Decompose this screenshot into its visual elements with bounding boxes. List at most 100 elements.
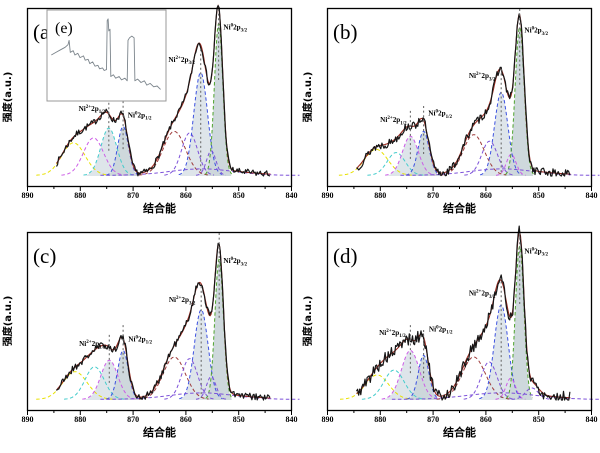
y-axis-label: 强度(a.u.) bbox=[301, 296, 314, 347]
peak-fill bbox=[107, 351, 139, 400]
peak-annotation: Ni02p1/2 bbox=[128, 111, 152, 121]
peak-fill bbox=[506, 27, 534, 177]
peak-annotation: Ni2+2p3/2 bbox=[469, 290, 496, 300]
envelope-series bbox=[356, 230, 571, 399]
x-axis-label: 结合能 bbox=[442, 201, 476, 215]
panel-c: 890 880 870 860 850 840 结合能 强度(a.u.) (c) Ni2+2p1/… bbox=[0, 224, 300, 448]
xps-plot-a: 890 880 870 860 850 840结合能强度(a.u.)(a)Ni2+2p1/… bbox=[1, 4, 300, 215]
x-tick-label: 850 bbox=[233, 415, 245, 424]
component-peak bbox=[361, 369, 426, 400]
x-tick-label: 860 bbox=[180, 191, 192, 200]
x-axis-label: 结合能 bbox=[442, 425, 476, 439]
component-peak bbox=[83, 127, 134, 176]
component-peak bbox=[205, 258, 233, 399]
raw-data-series bbox=[56, 242, 271, 401]
x-tick-label: 880 bbox=[374, 415, 386, 424]
component-peak bbox=[179, 309, 223, 400]
peak-annotation: Ni02p3/2 bbox=[524, 27, 548, 37]
envelope-series bbox=[56, 242, 271, 399]
x-tick-label: 850 bbox=[533, 191, 545, 200]
panel-letter: (d) bbox=[333, 244, 358, 268]
peak-annotation: Ni02p1/2 bbox=[428, 110, 452, 120]
component-peak bbox=[436, 356, 510, 400]
peak-annotation: Ni02p1/2 bbox=[429, 326, 453, 336]
component-peak bbox=[511, 387, 552, 400]
peak-fill bbox=[206, 259, 232, 400]
component-peak bbox=[100, 392, 300, 400]
x-tick-label: 840 bbox=[286, 415, 298, 424]
peak-fill bbox=[107, 127, 139, 176]
component-peak bbox=[391, 392, 600, 400]
plot-frame bbox=[26, 231, 293, 412]
component-peak bbox=[138, 130, 209, 176]
y-axis-label: 强度(a.u.) bbox=[301, 72, 314, 123]
component-peak bbox=[505, 245, 534, 399]
y-axis-label: 强度(a.u.) bbox=[1, 72, 14, 123]
peak-annotation: Ni02p1/2 bbox=[128, 335, 152, 345]
x-tick-label: 840 bbox=[586, 191, 598, 200]
x-axis-label: 结合能 bbox=[142, 201, 176, 215]
plot-frame bbox=[326, 231, 593, 412]
x-tick-label: 890 bbox=[322, 415, 334, 424]
component-peak bbox=[496, 153, 526, 176]
component-peak bbox=[106, 125, 140, 176]
component-peak bbox=[138, 356, 209, 400]
x-tick-label: 840 bbox=[286, 191, 298, 200]
peak-annotation: Ni2+2p1/2 bbox=[380, 116, 407, 126]
component-peak bbox=[439, 134, 507, 176]
component-peak bbox=[463, 361, 514, 400]
x-tick-label: 880 bbox=[374, 191, 386, 200]
x-tick-label: 840 bbox=[586, 415, 598, 424]
x-tick-label: 850 bbox=[533, 415, 545, 424]
component-peak bbox=[178, 72, 223, 176]
xps-plot-d: 890 880 870 860 850 840 结合能 强度(a.u.) (d) Ni2+2p1/… bbox=[301, 225, 600, 439]
xps-plot-c: 890 880 870 860 850 840 结合能 强度(a.u.) (c) Ni2+2p1/… bbox=[1, 231, 300, 439]
inset-survey-series bbox=[51, 18, 161, 90]
component-peak bbox=[82, 359, 136, 400]
x-tick-label: 860 bbox=[480, 415, 492, 424]
component-peak bbox=[464, 140, 515, 176]
x-tick-label: 860 bbox=[180, 415, 192, 424]
x-tick-label: 890 bbox=[22, 415, 34, 424]
component-peak bbox=[61, 137, 125, 176]
x-axis-label: 结合能 bbox=[142, 425, 176, 439]
panel-letter: (b) bbox=[333, 20, 358, 44]
peak-fill bbox=[507, 246, 533, 400]
component-peak bbox=[339, 374, 414, 400]
peak-annotation: Ni02p3/2 bbox=[223, 23, 247, 33]
component-peak bbox=[385, 135, 435, 176]
peak-annotation: Ni02p3/2 bbox=[223, 257, 247, 267]
x-tick-label: 870 bbox=[427, 415, 439, 424]
x-tick-label: 880 bbox=[74, 191, 86, 200]
panel-a: 890 880 870 860 850 840 结合能 强度(a.u.) (a) Ni2+2p1/… bbox=[0, 0, 300, 224]
component-peak bbox=[100, 168, 300, 176]
peak-annotation: Ni2+2p3/2 bbox=[469, 72, 496, 82]
envelope-series bbox=[56, 4, 271, 175]
x-tick-label: 870 bbox=[127, 415, 139, 424]
xps-plot-b: 890 880 870 860 850 840 结合能 强度(a.u.) (b) Ni2+2p1/… bbox=[301, 7, 600, 215]
x-tick-label: 850 bbox=[233, 191, 245, 200]
peak-annotation: Ni2+2p1/2 bbox=[79, 105, 106, 115]
peak-annotation: Ni2+2p3/2 bbox=[168, 56, 195, 66]
survey-inset: (e) bbox=[46, 9, 167, 102]
panel-b: 890 880 870 860 850 840 结合能 强度(a.u.) (b) Ni2+2p1/… bbox=[300, 0, 600, 224]
inset-panel-letter: (e) bbox=[55, 20, 73, 37]
component-peak bbox=[36, 371, 113, 400]
peak-annotation: Ni2+2p1/2 bbox=[379, 329, 406, 339]
y-axis-label: 强度(a.u.) bbox=[1, 296, 14, 347]
x-tick-label: 870 bbox=[427, 191, 439, 200]
x-tick-label: 860 bbox=[480, 191, 492, 200]
panel-d: 890 880 870 860 850 840 结合能 强度(a.u.) (d) Ni2+2p1/… bbox=[300, 224, 600, 448]
component-peak bbox=[405, 130, 441, 176]
peak-fill bbox=[206, 24, 232, 177]
x-tick-label: 890 bbox=[322, 191, 334, 200]
peak-annotation: Ni02p3/2 bbox=[524, 247, 548, 257]
x-tick-label: 870 bbox=[127, 191, 139, 200]
raw-data-series bbox=[55, 5, 271, 177]
peak-annotation: Ni2+2p3/2 bbox=[169, 296, 196, 306]
x-tick-label: 890 bbox=[22, 191, 34, 200]
component-peak bbox=[106, 349, 140, 400]
x-tick-label: 880 bbox=[74, 415, 86, 424]
component-peak bbox=[400, 168, 600, 176]
